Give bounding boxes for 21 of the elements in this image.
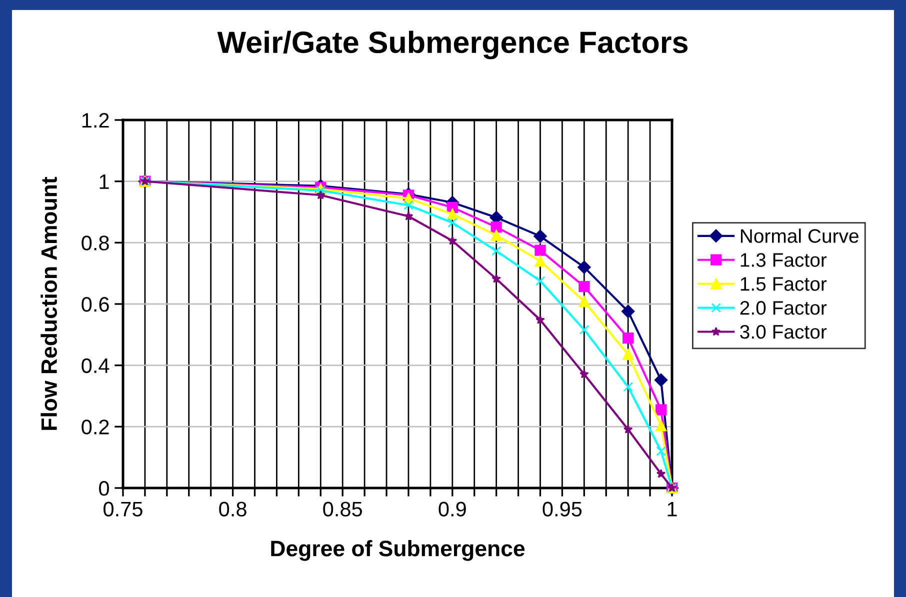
x-tick-label: 0.85 bbox=[323, 502, 362, 516]
x-tick-label: 0.75 bbox=[104, 502, 142, 516]
legend-label: Normal Curve bbox=[740, 228, 858, 243]
y-tick-label: 0.6 bbox=[82, 297, 109, 312]
legend-label: 1.5 Factor bbox=[740, 277, 827, 291]
y-tick-label: 0.2 bbox=[82, 420, 109, 434]
x-axis-title: Degree of Submergence bbox=[271, 540, 525, 561]
x-tick-label: 0.9 bbox=[438, 502, 466, 516]
y-tick-label: 1 bbox=[100, 174, 109, 189]
chart-title: Weir/Gate Submergence Factors bbox=[217, 30, 688, 60]
y-tick-label: 0.4 bbox=[82, 358, 110, 374]
legend-label: 2.0 Factor bbox=[740, 301, 827, 315]
y-tick-label: 1.2 bbox=[82, 113, 109, 128]
legend-label: 3.0 Factor bbox=[740, 324, 827, 339]
x-tick-label: 1 bbox=[668, 502, 677, 516]
y-tick-label: 0.8 bbox=[82, 236, 109, 250]
x-tick-label: 0.8 bbox=[219, 502, 246, 516]
y-axis-title: Flow Reduction Amount bbox=[40, 176, 58, 430]
legend-label: 1.3 Factor bbox=[740, 253, 827, 267]
x-tick-label: 0.95 bbox=[542, 502, 582, 516]
y-tick-label: 0 bbox=[99, 481, 109, 496]
